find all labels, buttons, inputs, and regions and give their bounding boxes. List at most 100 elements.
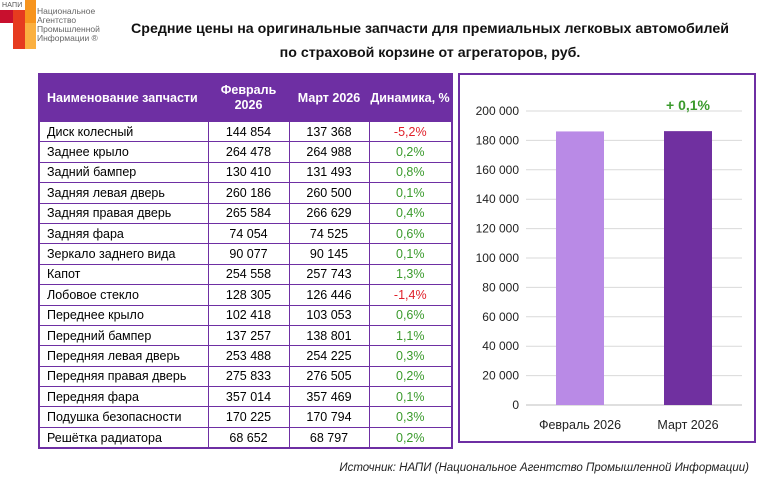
x-tick-label: Февраль 2026 (539, 418, 621, 432)
cell-dyn: 0,1% (368, 243, 453, 265)
y-tick-label: 40 000 (482, 339, 519, 353)
cell-name: Задняя левая дверь (38, 182, 209, 204)
cell-feb: 357 014 (207, 386, 290, 408)
cell-mar: 68 797 (288, 426, 370, 449)
cell-mar: 276 505 (288, 365, 370, 388)
cell-feb: 128 305 (207, 284, 290, 306)
cell-name: Лобовое стекло (38, 284, 209, 306)
logo-text: Национальное Агентство Промышленной Инфо… (37, 7, 107, 43)
y-tick-label: 140 000 (476, 192, 520, 206)
cell-dyn: 0,2% (368, 365, 453, 388)
logo-line: Агентство (37, 15, 77, 25)
cell-mar: 357 469 (288, 386, 370, 408)
cell-feb: 130 410 (207, 161, 290, 184)
table-row: Заднее крыло 264 478 264 988 0,2% (38, 141, 453, 163)
title-line-1: Средние цены на оригинальные запчасти дл… (131, 21, 729, 37)
cell-mar: 138 801 (288, 324, 370, 347)
cell-name: Передняя правая дверь (38, 365, 209, 388)
table-row: Передняя правая дверь 275 833 276 505 0,2% (38, 365, 453, 388)
cell-feb: 68 652 (207, 426, 290, 449)
table-row: Задняя правая дверь 265 584 266 629 0,4% (38, 202, 453, 224)
cell-feb: 170 225 (207, 406, 290, 428)
table-row: Задняя фара 74 054 74 525 0,6% (38, 222, 453, 245)
cell-feb: 265 584 (207, 202, 290, 224)
cell-name: Капот (38, 263, 209, 286)
cell-dyn: 0,2% (368, 141, 453, 163)
table-row: Передняя левая дверь 253 488 254 225 0,3% (38, 345, 453, 367)
cell-feb: 253 488 (207, 345, 290, 367)
cell-feb: 74 054 (207, 222, 290, 245)
y-tick-label: 60 000 (482, 310, 519, 324)
bar-chart: 0 20 000 40 000 60 000 80 000 100 000 120 000 1… (476, 97, 742, 432)
header-name: Наименование запчасти (39, 74, 208, 122)
cell-mar: 260 500 (288, 182, 370, 204)
cell-name: Передняя левая дверь (38, 345, 209, 367)
cell-mar: 74 525 (288, 222, 370, 245)
table-row: Капот 254 558 257 743 1,3% (38, 263, 453, 286)
cell-name: Задний бампер (38, 161, 209, 184)
cell-dyn: 0,6% (368, 304, 453, 326)
logo-square-red (13, 10, 25, 23)
cell-feb: 137 257 (207, 324, 290, 347)
y-tick-label: 20 000 (482, 369, 519, 383)
table-row: Лобовое стекло 128 305 126 446 -1,4% (38, 284, 453, 306)
cell-mar: 90 145 (288, 243, 370, 265)
bar-1 (556, 131, 604, 406)
cell-name: Переднее крыло (38, 304, 209, 326)
header-dyn: Динамика, % (369, 74, 452, 122)
table-row: Зеркало заднего вида 90 077 90 145 0,1% (38, 243, 453, 265)
table-row: Решётка радиатора 68 652 68 797 0,2% (38, 426, 453, 449)
cell-name: Задняя правая дверь (38, 202, 209, 224)
logo-line: Национальное (37, 6, 96, 16)
cell-dyn: 1,1% (368, 324, 453, 347)
logo-square-dark-red (0, 10, 13, 23)
cell-dyn: -1,4% (368, 284, 453, 306)
y-tick-label: 80 000 (482, 280, 519, 294)
cell-dyn: -5,2% (368, 120, 453, 143)
table-row: Передняя фара 357 014 357 469 0,1% (38, 386, 453, 408)
cell-mar: 137 368 (288, 120, 370, 143)
logo-line: Информации ® (37, 33, 98, 43)
cell-name: Решётка радиатора (38, 426, 209, 449)
cell-mar: 257 743 (288, 263, 370, 286)
cell-feb: 264 478 (207, 141, 290, 163)
logo-square-red-low (13, 23, 25, 49)
cell-name: Подушка безопасности (38, 406, 209, 428)
cell-mar: 264 988 (288, 141, 370, 163)
cell-feb: 275 833 (207, 365, 290, 388)
page-title: Средние цены на оригинальные запчасти дл… (110, 17, 750, 65)
table-row: Диск колесный 144 854 137 368 -5,2% (38, 120, 453, 143)
table-header-row: Наименование запчасти Февраль 2026 Март … (39, 74, 452, 122)
cell-dyn: 0,4% (368, 202, 453, 224)
y-tick-label: 100 000 (476, 251, 520, 265)
table-row: Подушка безопасности 170 225 170 794 0,3% (38, 406, 453, 428)
cell-feb: 144 854 (207, 120, 290, 143)
chart-panel: 0 20 000 40 000 60 000 80 000 100 000 120 000 1… (458, 73, 756, 443)
header-mar: Март 2026 (289, 74, 369, 122)
source-note: Источник: НАПИ (Национальное Агентство П… (339, 462, 749, 474)
cell-feb: 102 418 (207, 304, 290, 326)
cell-name: Передняя фара (38, 386, 209, 408)
cell-mar: 266 629 (288, 202, 370, 224)
prices-table: Наименование запчасти Февраль 2026 Март … (38, 73, 453, 450)
cell-mar: 131 493 (288, 161, 370, 184)
cell-name: Задняя фара (38, 222, 209, 245)
y-tick-label: 160 000 (476, 163, 520, 177)
table-row: Задняя левая дверь 260 186 260 500 0,1% (38, 182, 453, 204)
table-row: Передний бампер 137 257 138 801 1,1% (38, 324, 453, 347)
cell-feb: 260 186 (207, 182, 290, 204)
table-row: Переднее крыло 102 418 103 053 0,6% (38, 304, 453, 326)
change-annotation: + 0,1% (666, 97, 711, 113)
cell-name: Зеркало заднего вида (38, 243, 209, 265)
cell-dyn: 0,8% (368, 161, 453, 184)
y-tick-label: 120 000 (476, 222, 520, 236)
logo-square-orange (25, 0, 36, 23)
cell-dyn: 0,3% (368, 345, 453, 367)
cell-mar: 103 053 (288, 304, 370, 326)
bar-2 (664, 131, 712, 405)
cell-feb: 90 077 (207, 243, 290, 265)
napi-logo: НАПИ Национальное Агентство Промышленной… (0, 0, 110, 56)
cell-feb: 254 558 (207, 263, 290, 286)
cell-name: Диск колесный (38, 120, 209, 143)
cell-dyn: 0,1% (368, 386, 453, 408)
